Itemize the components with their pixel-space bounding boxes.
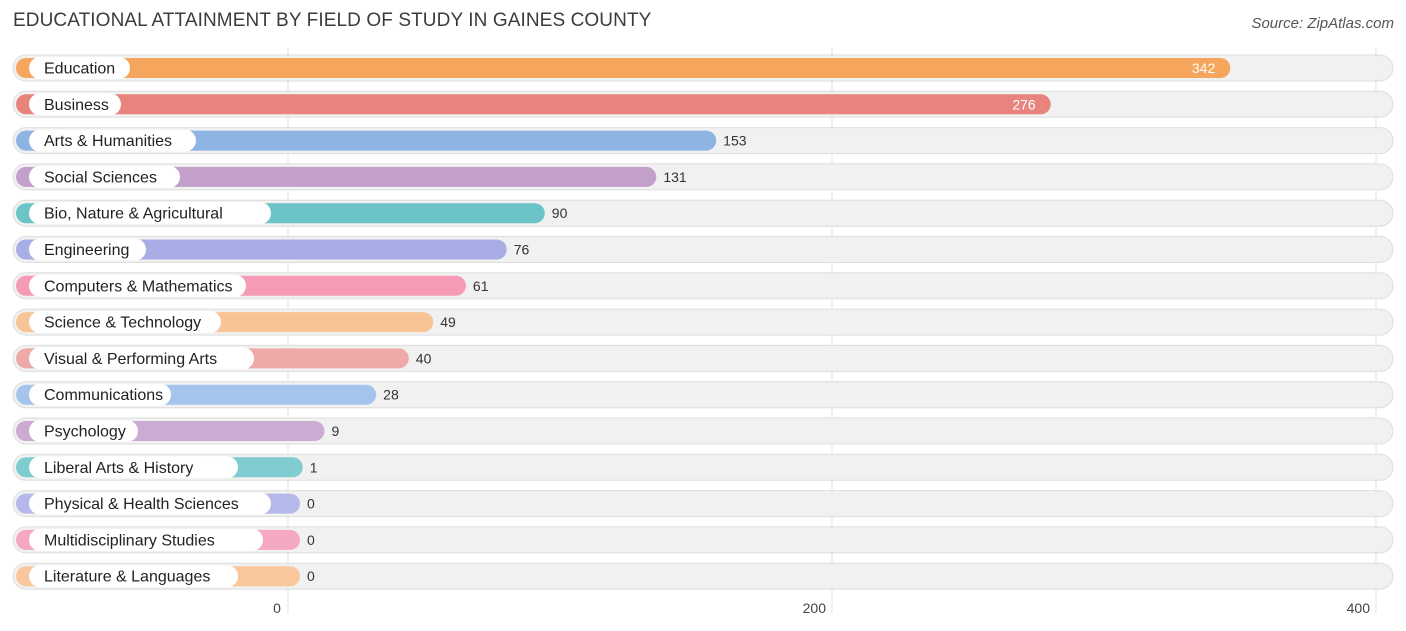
bar-track — [12, 417, 1394, 445]
category-label: Literature & Languages — [44, 569, 210, 586]
value-label: 28 — [383, 387, 399, 403]
bar-row: Psychology 9 — [12, 417, 1394, 445]
value-label: 342 — [1192, 60, 1216, 76]
bar-row: Arts & Humanities 153 — [12, 127, 1394, 155]
bar-row: Physical & Health Sciences 0 — [12, 490, 1394, 518]
category-label: Arts & Humanities — [44, 133, 172, 150]
value-label: 40 — [416, 350, 432, 366]
category-label-bg — [29, 57, 130, 79]
category-label: Psychology — [44, 424, 126, 441]
bar-row: Engineering 76 — [12, 236, 1394, 263]
value-label: 61 — [473, 278, 489, 294]
value-label: 276 — [1012, 96, 1036, 112]
x-tick-label: 200 — [803, 600, 827, 616]
category-label: Liberal Arts & History — [44, 460, 193, 477]
value-label: 131 — [663, 169, 687, 185]
value-label: 0 — [307, 532, 315, 548]
category-label: Science & Technology — [44, 315, 201, 332]
bar-track — [12, 490, 1394, 518]
bar-row: Education 342 — [12, 54, 1394, 82]
bar-row: Visual & Performing Arts 40 — [12, 344, 1394, 372]
bar — [16, 94, 1051, 115]
category-label: Engineering — [44, 242, 129, 259]
bar-row: Social Sciences 131 — [12, 163, 1394, 191]
bar-track — [12, 562, 1394, 590]
bar-track — [12, 453, 1394, 481]
category-label-bg — [29, 383, 171, 406]
value-label: 90 — [552, 205, 568, 221]
bar-row: Literature & Languages 0 — [12, 562, 1394, 590]
bar-track — [12, 526, 1394, 554]
category-label: Bio, Nature & Agricultural — [44, 206, 223, 223]
bar-row: Bio, Nature & Agricultural 90 — [12, 199, 1394, 227]
category-label: Communications — [44, 387, 163, 404]
category-label: Business — [44, 97, 109, 114]
value-label: 76 — [514, 242, 530, 258]
category-label: Social Sciences — [44, 169, 157, 186]
category-label: Education — [44, 61, 115, 78]
bar-row: Business 276 — [12, 90, 1394, 118]
bar-row: Communications 28 — [12, 381, 1394, 409]
value-label: 9 — [331, 423, 339, 439]
value-label: 49 — [440, 314, 456, 330]
category-label-bg — [29, 129, 196, 152]
bar-row: Computers & Mathematics 61 — [12, 272, 1394, 300]
category-label: Multidisciplinary Studies — [44, 532, 215, 549]
x-tick-label: 400 — [1347, 600, 1371, 616]
category-label: Physical & Health Sciences — [44, 496, 239, 513]
value-label: 153 — [723, 133, 747, 149]
category-label-bg — [29, 202, 271, 225]
chart-title: EDUCATIONAL ATTAINMENT BY FIELD OF STUDY… — [13, 10, 652, 31]
category-label-bg — [29, 456, 238, 479]
category-label-bg — [29, 93, 121, 116]
category-label-bg — [29, 528, 263, 551]
category-label-bg — [29, 565, 238, 588]
category-label-bg — [29, 165, 180, 188]
source-label: Source: ZipAtlas.com — [1251, 15, 1394, 32]
value-label: 0 — [307, 496, 315, 512]
category-label-bg — [29, 492, 271, 515]
value-label: 0 — [307, 568, 315, 584]
bar-row: Science & Technology 49 — [12, 308, 1394, 336]
bar-row: Multidisciplinary Studies 0 — [12, 526, 1394, 554]
bar — [16, 58, 1231, 78]
category-label-bg — [29, 347, 254, 370]
value-label: 1 — [310, 459, 318, 475]
category-label: Computers & Mathematics — [44, 278, 233, 295]
category-label-bg — [29, 311, 221, 334]
category-label: Visual & Performing Arts — [44, 351, 217, 368]
category-label-bg — [29, 238, 146, 261]
category-label-bg — [29, 274, 246, 297]
category-label-bg — [29, 420, 138, 442]
x-tick-label: 0 — [273, 600, 281, 616]
bar-row: Liberal Arts & History 1 — [12, 453, 1394, 481]
